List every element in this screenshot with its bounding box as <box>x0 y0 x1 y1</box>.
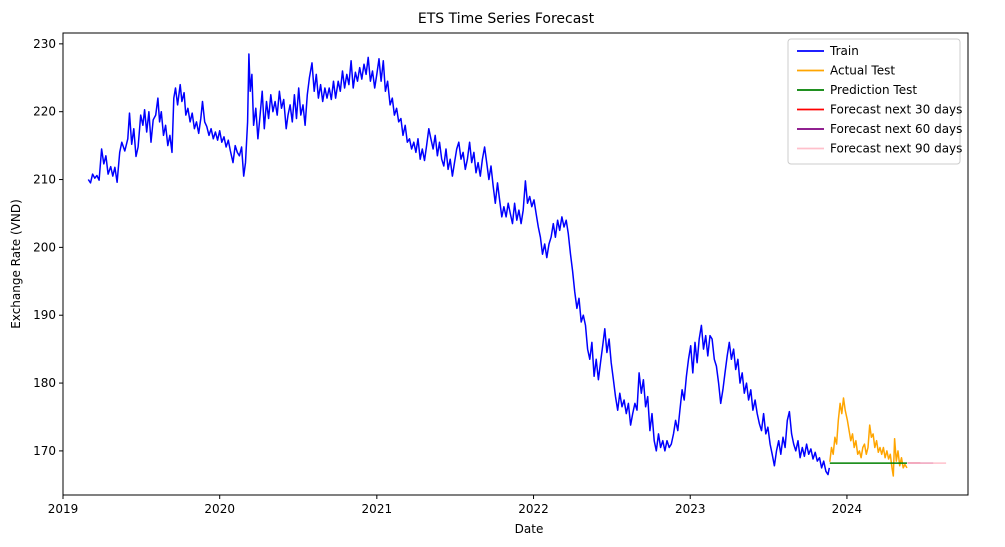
x-tick-label: 2024 <box>832 502 863 516</box>
y-tick-label: 200 <box>33 240 56 254</box>
legend-box <box>787 38 961 165</box>
y-tick-label: 170 <box>33 444 56 458</box>
legend: Train Actual Test Prediction Test Forecast … <box>787 38 962 165</box>
chart-title: ETS Time Series Forecast <box>418 11 595 27</box>
legend-label-2: Prediction Test <box>830 83 917 97</box>
series-layer <box>87 53 947 477</box>
x-tick-label: 2022 <box>518 502 549 516</box>
x-tick-label: 2021 <box>362 502 393 516</box>
legend-label-0: Train <box>829 44 859 58</box>
series-line-0 <box>87 53 831 476</box>
legend-label-5: Forecast next 90 days <box>830 142 962 156</box>
y-axis-label: Exchange Rate (VND) <box>9 199 23 329</box>
y-tick-label: 230 <box>33 37 56 51</box>
series-line-1 <box>829 397 908 477</box>
y-axis: 170 180 190 200 210 220 230 <box>33 37 63 458</box>
x-tick-label: 2019 <box>48 502 79 516</box>
y-tick-label: 220 <box>33 105 56 119</box>
plot-area-frame <box>62 32 969 496</box>
legend-label-3: Forecast next 30 days <box>830 103 962 117</box>
x-tick-label: 2020 <box>204 502 235 516</box>
legend-label-4: Forecast next 60 days <box>830 122 962 136</box>
y-tick-label: 190 <box>33 308 56 322</box>
y-tick-label: 180 <box>33 376 56 390</box>
y-tick-label: 210 <box>33 173 56 187</box>
x-tick-label: 2023 <box>675 502 706 516</box>
legend-label-1: Actual Test <box>830 64 895 78</box>
x-axis-label: Date <box>515 522 544 536</box>
x-axis: 2019 2020 2021 2022 2023 2024 <box>48 495 862 516</box>
